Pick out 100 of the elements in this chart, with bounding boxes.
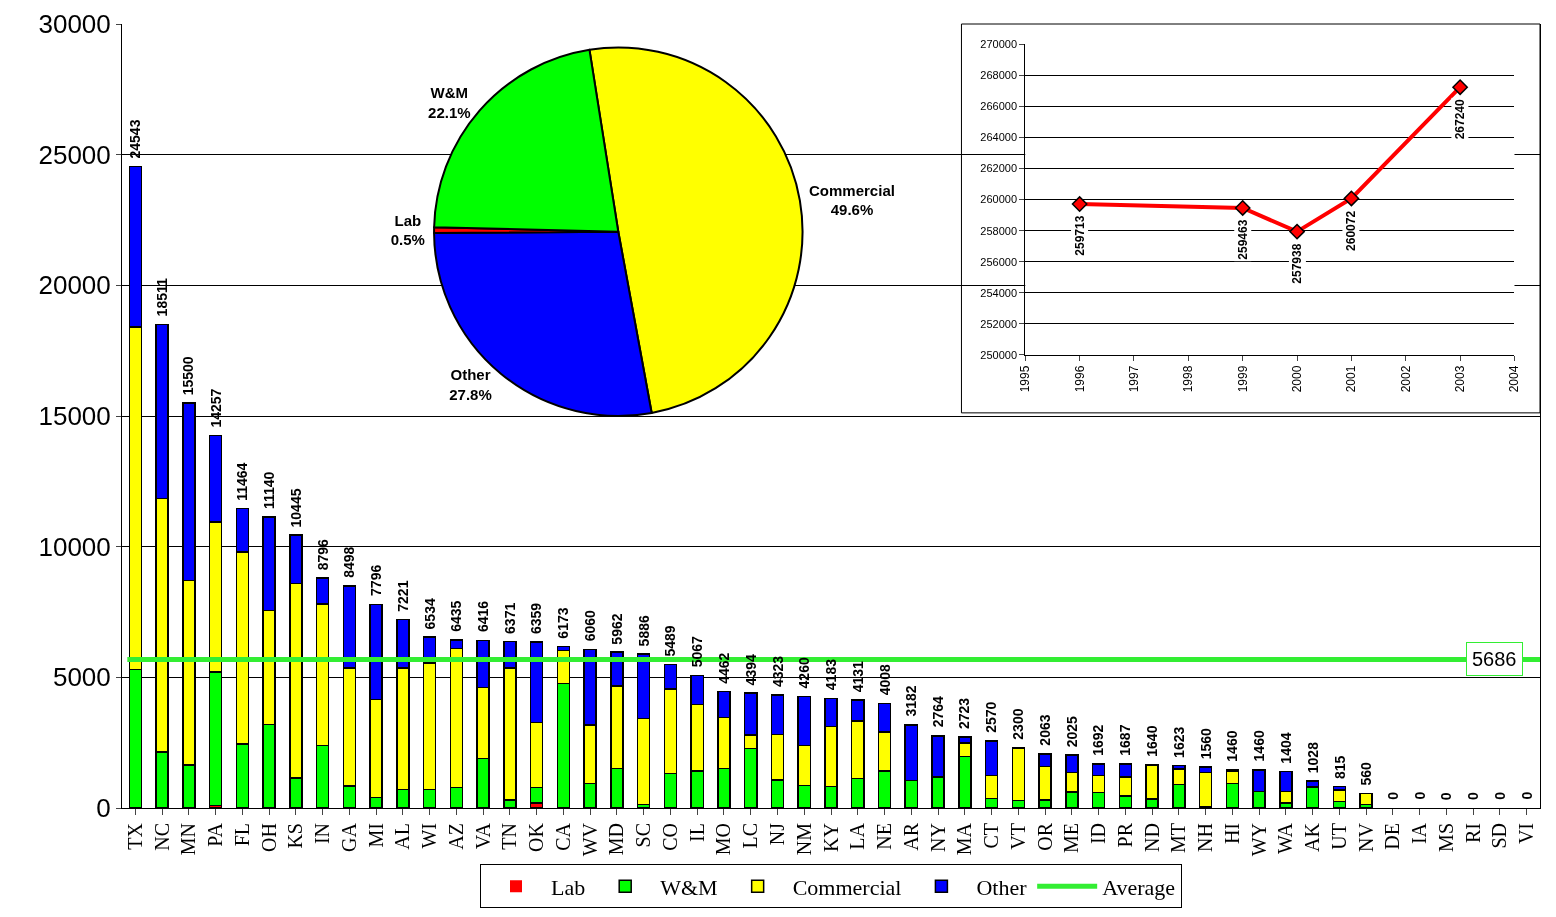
y-tick-label: 264000 [980, 131, 1018, 144]
total-label: 4394 [743, 654, 760, 686]
x-tick-label: SC [632, 823, 655, 848]
x-tick-label: MO [712, 823, 735, 856]
x-tick-label: UT [1327, 823, 1350, 850]
data-label: 259713 [1072, 215, 1087, 256]
y-tick-label: 268000 [980, 69, 1018, 82]
y-tick-label: 0 [96, 793, 111, 824]
y-tick-label: 258000 [980, 224, 1018, 237]
total-label: 2570 [983, 701, 1000, 733]
x-tick-label: SD [1488, 823, 1511, 849]
x-tick-label: 2000 [1289, 365, 1304, 393]
total-label: 6416 [475, 600, 492, 633]
x-tick-label: WY [1247, 823, 1270, 857]
point [1234, 200, 1251, 216]
total-label: 14257 [207, 388, 224, 428]
total-label: 0 [1411, 791, 1428, 800]
x-tick-label: 1999 [1235, 365, 1250, 393]
x-tick-label: 2004 [1507, 365, 1522, 393]
x-tick-label: OR [1033, 822, 1056, 851]
total-label: 7221 [395, 580, 412, 612]
total-label: 24543 [127, 119, 144, 159]
x-tick-label: DE [1381, 823, 1404, 850]
total-label: 11140 [261, 471, 278, 510]
slice-label: Commercial [809, 181, 895, 199]
total-label: 1560 [1197, 727, 1214, 760]
slice-label: Other [450, 366, 491, 384]
data-label: 27.8% [449, 385, 492, 403]
x-tick-label: GA [337, 822, 360, 852]
y-tick-label: 25000 [38, 139, 111, 170]
y-tick-label: 254000 [980, 286, 1018, 299]
x-tick-label: VA [471, 822, 494, 850]
x-tick-label: AL [391, 823, 414, 850]
total-label: 2764 [929, 695, 946, 728]
x-tick-label: OK [525, 822, 548, 852]
x-tick-label: 2003 [1453, 365, 1468, 393]
x-tick-label: 1995 [1018, 365, 1033, 393]
total-label: 6371 [501, 602, 518, 634]
x-tick-label: MA [953, 822, 976, 856]
x-tick-label: MS [1434, 823, 1457, 852]
legend-label: Average [1102, 874, 1176, 900]
x-tick-label: NJ [765, 822, 788, 846]
x-tick-label: 1997 [1126, 365, 1141, 393]
total-label: 7796 [368, 564, 385, 596]
data-label: 49.6% [830, 201, 874, 219]
x-tick-label: CT [980, 823, 1003, 849]
x-tick-label: NY [926, 823, 949, 852]
y-tick-label: 30000 [38, 9, 111, 40]
total-label: 0 [1384, 791, 1401, 800]
x-tick-label: AK [1301, 822, 1324, 852]
y-tick-label: 262000 [980, 162, 1018, 175]
legend-label: Lab [551, 874, 586, 900]
x-tick-label: 1998 [1181, 365, 1196, 393]
total-label: 5067 [689, 635, 706, 668]
x-tick-label: CO [658, 823, 681, 851]
total-label: 5962 [609, 613, 626, 645]
point [1452, 79, 1469, 96]
total-label: 1687 [1116, 724, 1133, 756]
total-label: 815 [1331, 755, 1348, 780]
total-label: 2300 [1009, 708, 1026, 740]
x-tick-label: IL [685, 823, 708, 842]
total-label: 0 [1438, 792, 1455, 801]
point [1071, 196, 1088, 212]
total-label: 560 [1357, 761, 1374, 786]
y-tick-label: 250000 [980, 348, 1018, 361]
total-label: 2723 [956, 697, 973, 730]
x-tick-label: MD [605, 823, 628, 856]
total-label: 6359 [528, 602, 545, 635]
total-label: 3182 [902, 685, 919, 717]
y-tick-label: 256000 [980, 255, 1018, 268]
legend-label: W&M [660, 874, 718, 900]
x-tick-label: 2002 [1398, 365, 1413, 393]
legend-label: Other [976, 874, 1028, 900]
y-tick-label: 10000 [38, 531, 111, 562]
y-tick-label: 15000 [38, 401, 111, 432]
total-label: 1640 [1144, 725, 1161, 757]
x-tick-label: FL [230, 823, 253, 847]
data-label: 257938 [1290, 243, 1305, 284]
total-label: 8498 [341, 546, 357, 578]
point [1289, 223, 1305, 240]
slice-label: Lab [394, 211, 422, 229]
total-label: 2063 [1037, 714, 1054, 746]
x-tick-label: TN [498, 823, 521, 850]
total-label: 6060 [582, 609, 599, 642]
total-label: 6435 [448, 600, 465, 632]
x-tick-label: IA [1408, 822, 1431, 845]
x-tick-label: OH [257, 823, 280, 852]
legend-label: Commercial [792, 874, 902, 900]
data-label: 259463 [1235, 219, 1250, 260]
total-label: 15500 [180, 356, 197, 396]
y-tick-label: 5000 [52, 662, 111, 693]
total-label: 18511 [153, 278, 170, 317]
x-tick-label: KY [819, 823, 842, 852]
data-label: 22.1% [428, 103, 471, 121]
x-tick-label: NM [792, 822, 815, 856]
x-tick-label: NH [1194, 823, 1217, 852]
slice-label: W&M [430, 84, 469, 102]
x-tick-label: VI [1515, 823, 1538, 845]
total-label: 0 [1518, 791, 1535, 800]
x-tick-label: MT [1167, 823, 1190, 853]
